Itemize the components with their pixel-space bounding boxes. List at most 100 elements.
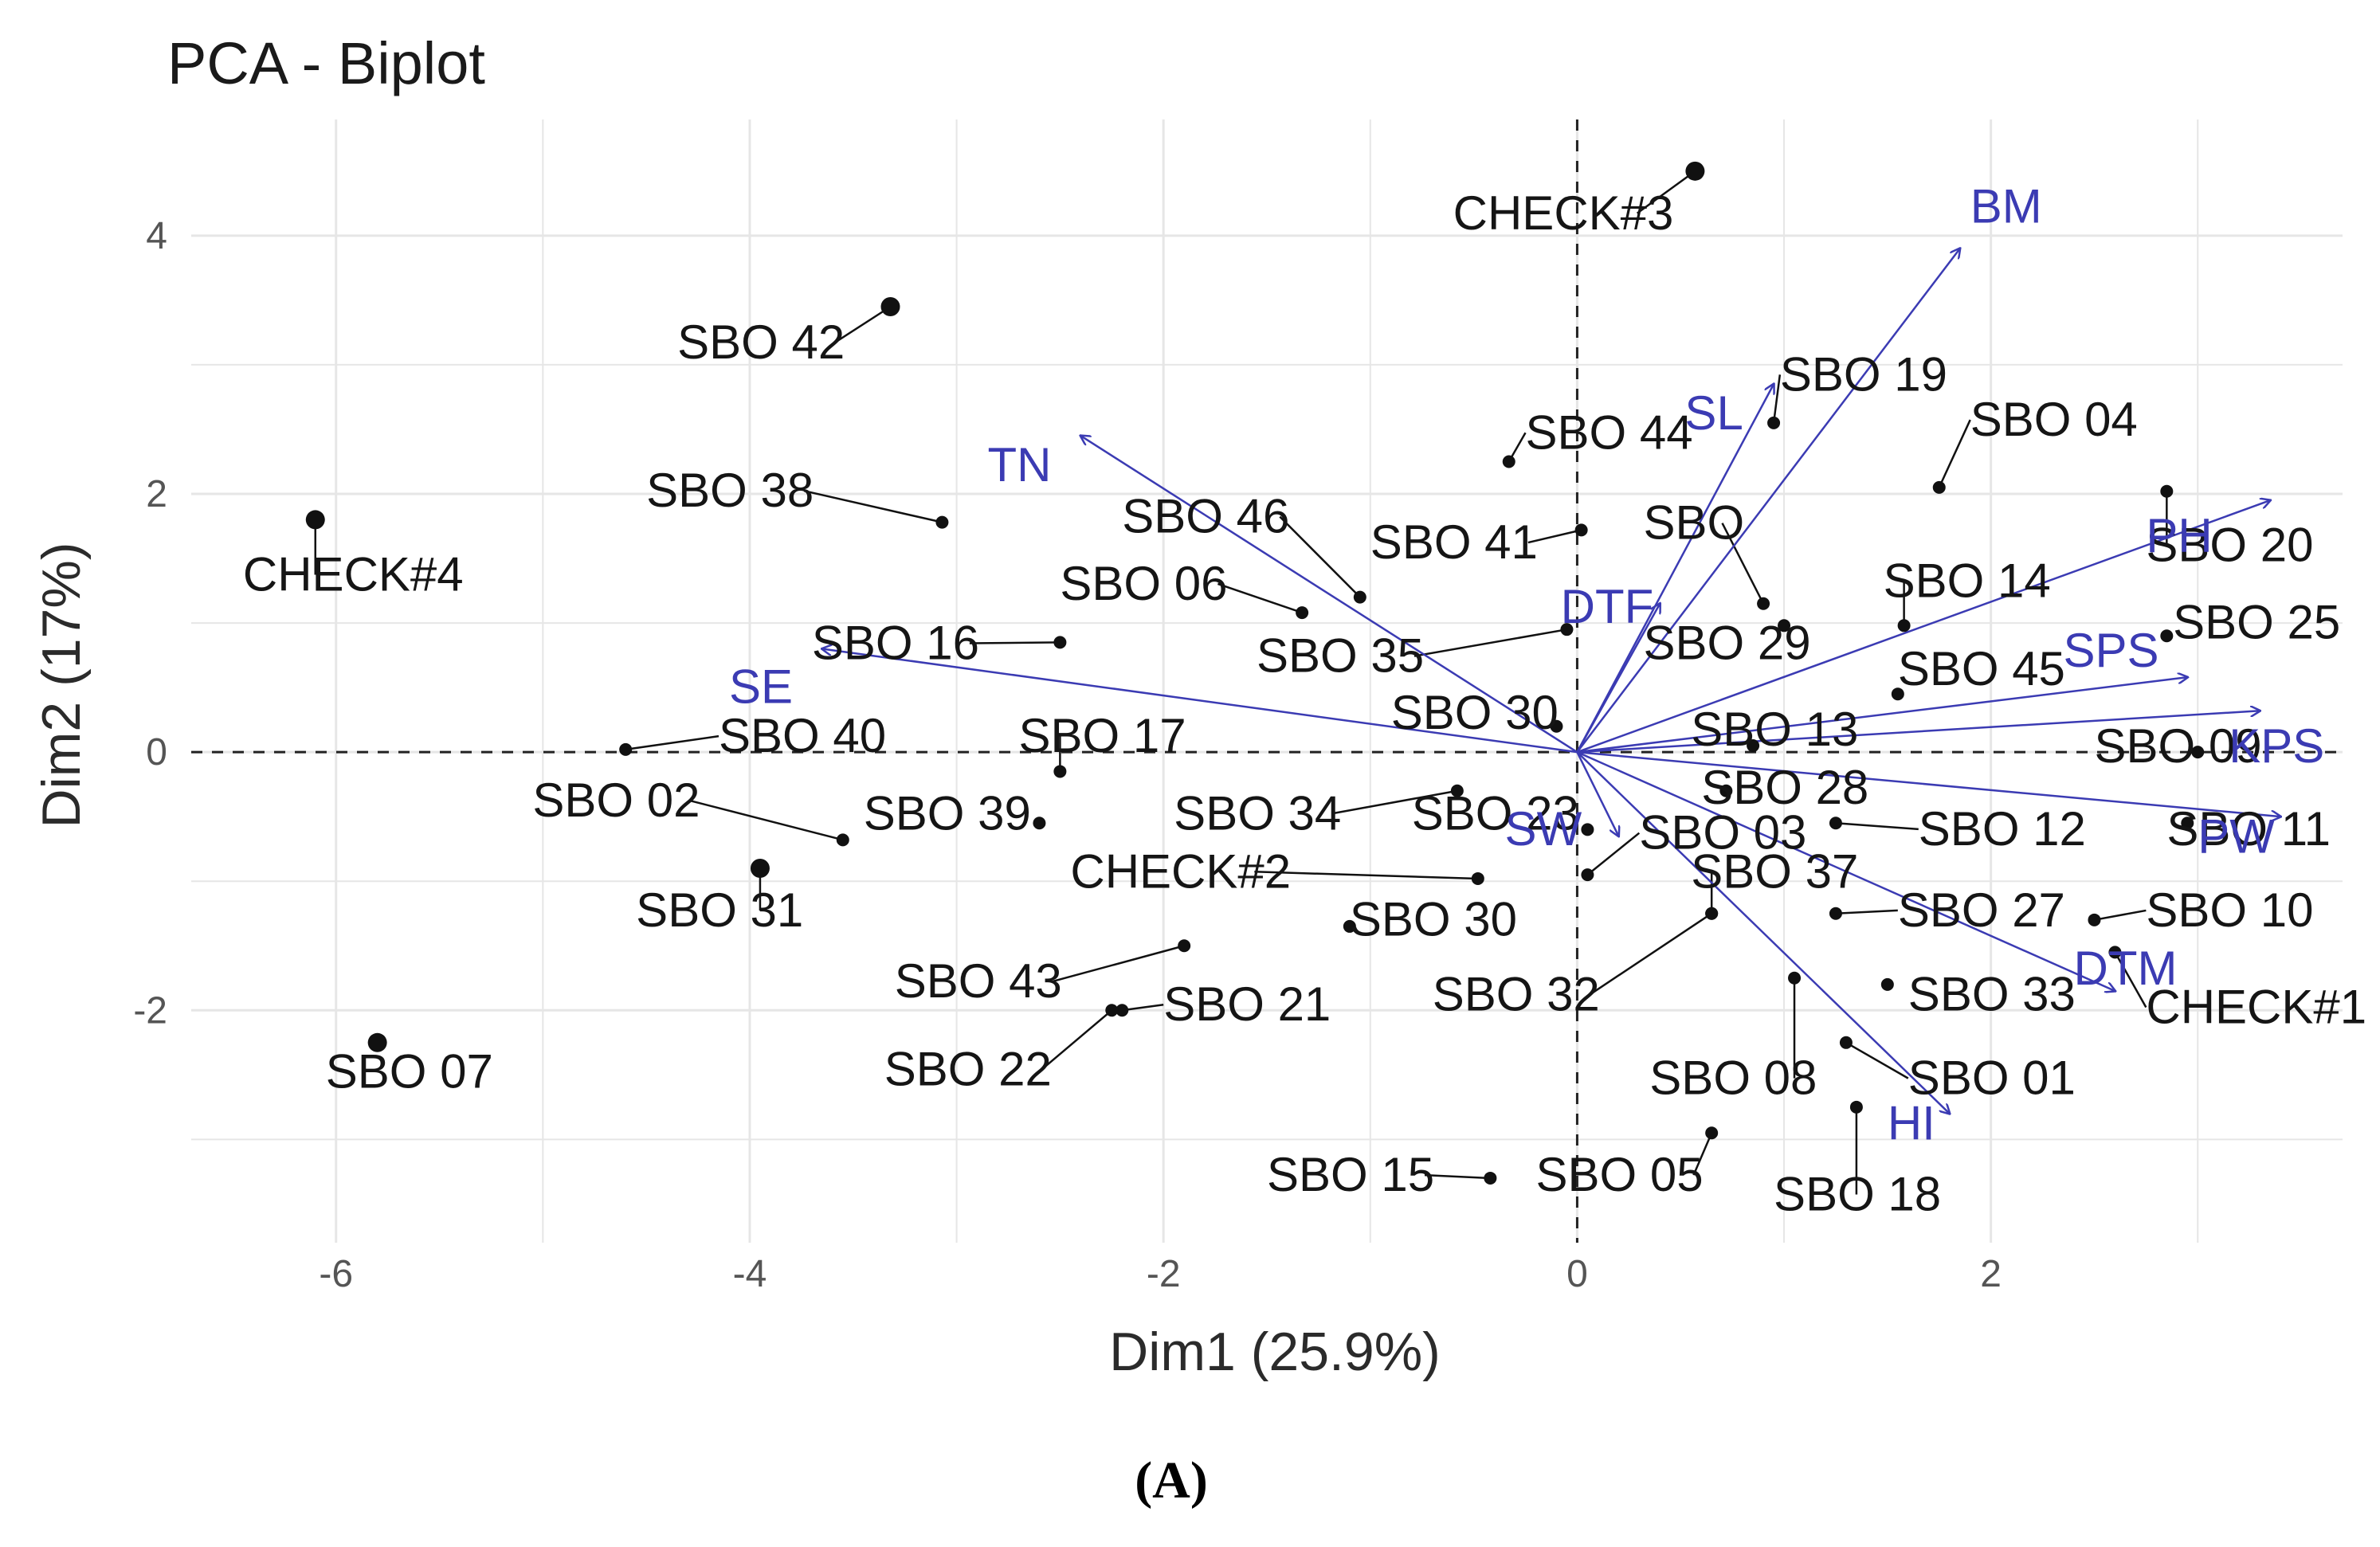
label-connector (1636, 170, 1696, 214)
data-point (619, 742, 633, 756)
data-point (367, 1032, 387, 1052)
data-point (1747, 739, 1760, 753)
data-point (1891, 687, 1904, 701)
point-label: SBO 13 (1691, 703, 1858, 756)
label-connector (625, 734, 719, 751)
point-label: SBO 05 (1536, 1148, 1704, 1201)
point-label: SBO 16 (812, 616, 979, 669)
data-point (2181, 817, 2194, 830)
x-tick-label: 2 (1980, 1253, 2002, 1295)
variable-arrow (1576, 249, 1959, 753)
x-axis-title: Dim1 (25.9%) (1109, 1322, 1441, 1382)
label-connector (1331, 789, 1458, 815)
label-connector (834, 305, 892, 343)
data-point (1788, 971, 1802, 985)
variable-label: BM (1970, 180, 2042, 233)
point-label: CHECK#2 (1070, 844, 1291, 898)
data-point (1581, 868, 1594, 882)
data-point (1560, 623, 1574, 636)
variable-arrow (1576, 751, 1618, 836)
y-tick-label: -2 (133, 989, 167, 1032)
variable-arrows (822, 249, 2280, 1114)
data-point (1343, 919, 1356, 933)
y-tick-label: 0 (146, 731, 167, 774)
data-point (1105, 1004, 1119, 1017)
point-label: SBO 18 (1774, 1167, 1941, 1220)
data-point (1829, 907, 1842, 920)
data-point (1574, 523, 1588, 537)
point-label: SBO 14 (1884, 554, 2051, 608)
label-connector (1845, 1041, 1909, 1079)
y-axis-title: Dim2 (17%) (31, 542, 92, 828)
label-connector (690, 799, 844, 841)
point-label: CHECK#4 (243, 548, 464, 601)
data-point (836, 833, 849, 847)
data-point (1353, 590, 1366, 604)
data-point (2088, 913, 2101, 926)
data-point (1757, 597, 1770, 610)
point-label: SBO 41 (1370, 515, 1538, 569)
point-label: SBO 21 (1163, 977, 1331, 1031)
data-point (1705, 1126, 1719, 1140)
data-point (1880, 977, 1894, 991)
point-label: SBO 25 (2173, 596, 2340, 649)
data-point (1897, 619, 1911, 633)
data-point (1484, 1171, 1497, 1185)
point-label: SBO 30 (1391, 686, 1559, 739)
label-connectors (314, 170, 2168, 1195)
point-label: SBO 15 (1267, 1148, 1434, 1201)
variable-label: SPS (2064, 624, 2159, 677)
point-label: SBO 30 (1350, 892, 1517, 946)
data-point (1033, 817, 1046, 830)
point-label: SBO 44 (1526, 405, 1693, 459)
variable-arrow (822, 648, 1578, 754)
label-connector (1586, 832, 1641, 876)
point-label: SBO 29 (1644, 616, 1811, 669)
point-label: SBO 04 (1970, 393, 2138, 446)
label-connector (1835, 909, 1898, 914)
point-label: SBO 27 (1898, 883, 2065, 937)
point-label: SBO 43 (895, 954, 1062, 1008)
data-point (1116, 1004, 1129, 1017)
point-label: SBO 10 (2146, 883, 2313, 937)
label-connector (1217, 582, 1303, 614)
point-label: SBO 39 (864, 786, 1031, 840)
data-point (935, 515, 949, 529)
variable-label: SE (729, 660, 793, 714)
data-point (1550, 719, 1563, 733)
point-label: SBO 35 (1257, 629, 1424, 683)
data-point (1296, 606, 1309, 620)
variable-label: TN (988, 438, 1052, 492)
tick-labels: -6 -4 -2 0 2 -2 0 2 4 (133, 215, 2002, 1295)
y-tick-label: 2 (146, 473, 167, 515)
data-point (1705, 907, 1719, 920)
label-connector (1254, 871, 1478, 880)
variable-label: DTM (2074, 942, 2178, 995)
data-point (1839, 1036, 1853, 1049)
panel-label: (A) (1135, 1451, 1208, 1510)
label-connector (1122, 1004, 1164, 1012)
point-label: SBO 09 (2094, 719, 2261, 773)
x-tick-label: -4 (733, 1253, 767, 1295)
point-label: SBO 34 (1174, 786, 1341, 840)
point-label: SBO 38 (646, 464, 814, 517)
data-point (1778, 619, 1791, 633)
point-label: SBO 45 (1898, 642, 2065, 695)
label-connector (1772, 374, 1782, 424)
data-point (2160, 629, 2174, 643)
variable-arrow (1576, 751, 1949, 1114)
data-point (2108, 946, 2122, 959)
point-label: SBO 12 (1919, 802, 2086, 856)
point-label: SBO 02 (532, 774, 700, 827)
label-connector (2114, 951, 2147, 1008)
variable-arrow (1576, 500, 2270, 754)
data-point (1053, 636, 1067, 649)
point-label: SBO 20 (2146, 518, 2313, 571)
point-label: SBO 08 (1649, 1052, 1817, 1105)
variable-arrow (1576, 604, 1660, 753)
data-point (1767, 416, 1781, 429)
variable-arrow (1576, 384, 1774, 753)
reference-lines (191, 119, 2343, 1243)
data-point (1053, 765, 1067, 778)
